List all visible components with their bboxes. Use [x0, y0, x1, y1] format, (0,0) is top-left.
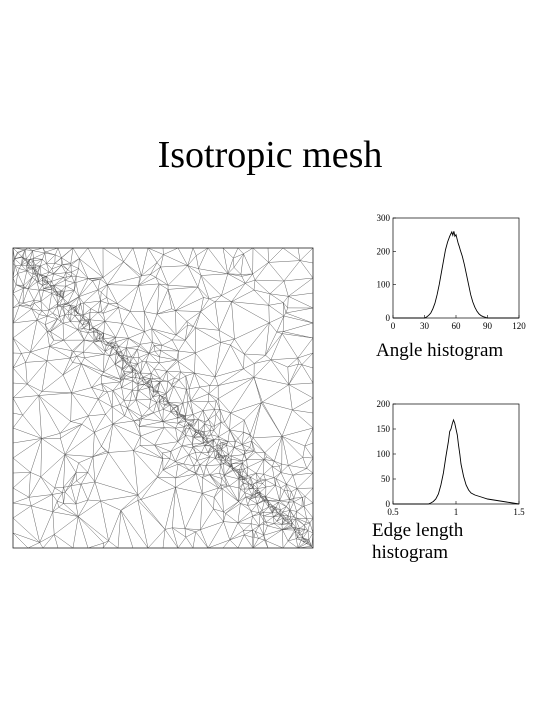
histogram-line	[393, 230, 519, 319]
y-tick-label: 200	[377, 246, 391, 256]
histogram-line	[393, 418, 520, 505]
y-tick-label: 100	[377, 449, 391, 459]
x-tick-label: 1	[454, 507, 459, 517]
y-tick-label: 200	[377, 399, 391, 409]
y-tick-label: 100	[377, 280, 391, 290]
angle-histogram-chart: 0 100 200 300 0 30 60 90 120	[362, 208, 532, 336]
angle-histogram-caption: Angle histogram	[376, 340, 504, 361]
edge-length-histogram-plot: 0 50 100 150 200 0.5 1 1.5	[377, 399, 526, 517]
x-tick-label: 0.5	[387, 507, 399, 517]
x-tick-label: 1.5	[513, 507, 525, 517]
y-tick-label: 50	[381, 474, 391, 484]
slide-title: Isotropic mesh	[157, 134, 383, 176]
mesh-edges	[12, 247, 314, 549]
plot-frame	[392, 403, 520, 505]
edge-caption-line1: Edge length	[372, 520, 464, 541]
edge-length-histogram-chart: 0 50 100 150 200 0.5 1 1.5	[362, 396, 532, 520]
edge-length-histogram-caption: Edge length histogram	[372, 520, 463, 564]
y-tick-label: 150	[377, 424, 391, 434]
y-tick-label: 0	[386, 313, 391, 323]
x-tick-label: 60	[452, 321, 462, 331]
mesh-triangle-edges	[12, 247, 314, 549]
y-tick-label: 0	[386, 499, 391, 509]
triangular-mesh-figure	[12, 247, 314, 549]
edge-caption-line2: histogram	[372, 542, 448, 563]
x-tick-label: 0	[391, 321, 396, 331]
angle-histogram-plot: 0 100 200 300 0 30 60 90 120	[377, 213, 527, 331]
plot-frame	[392, 217, 520, 319]
x-tick-label: 90	[483, 321, 493, 331]
y-tick-label: 300	[377, 213, 391, 223]
mesh-boundary	[12, 247, 314, 549]
x-tick-label: 30	[420, 321, 430, 331]
x-tick-label: 120	[512, 321, 526, 331]
